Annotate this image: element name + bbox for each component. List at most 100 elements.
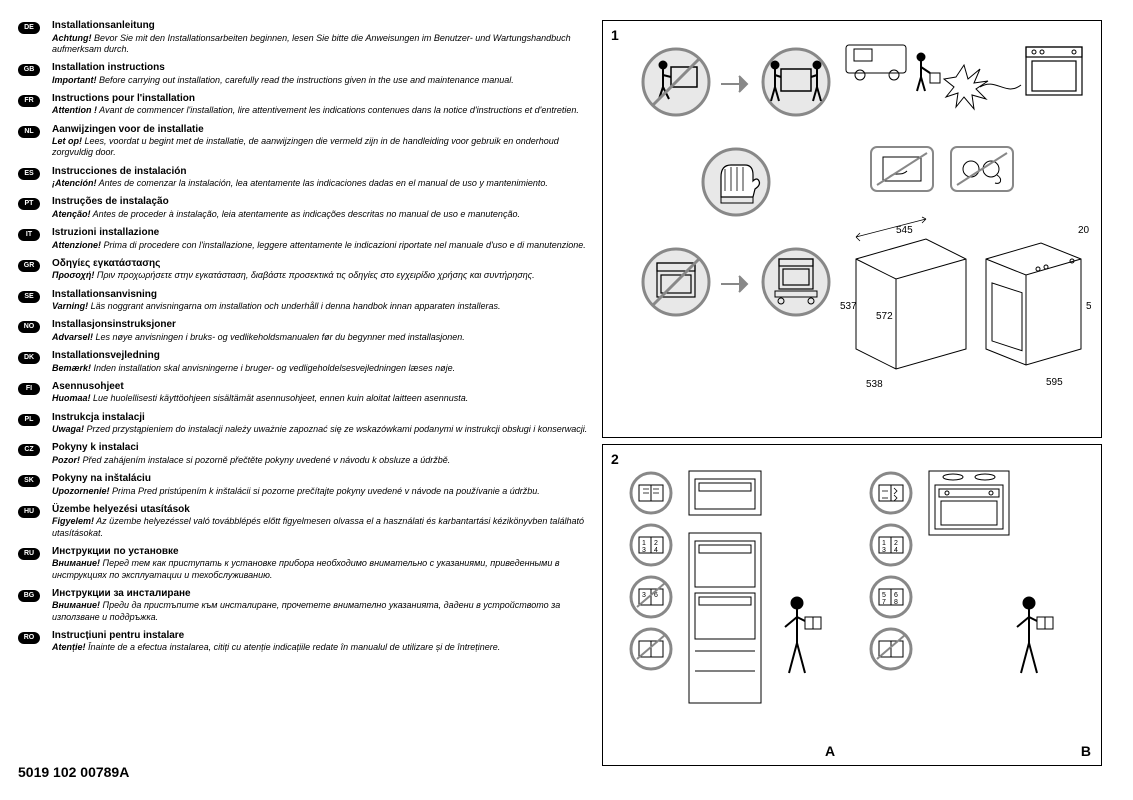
dim-w-front: 545 xyxy=(896,225,913,236)
svg-text:7: 7 xyxy=(882,599,886,606)
lang-item-bg: BGИнструкции за инсталиранеВнимание! Пре… xyxy=(18,588,588,623)
lang-badge: NL xyxy=(18,126,40,138)
lang-item-ru: RUИнструкции по установкеВнимание! Перед… xyxy=(18,546,588,581)
lang-item-no: NO InstallasjonsinstruksjonerAdvarsel! Le… xyxy=(18,319,588,343)
lang-item-dk: DK InstallationsvejledningBemærk! Inden i… xyxy=(18,350,588,374)
lang-badge: DK xyxy=(18,352,40,364)
lang-body: Bemærk! Inden installation skal anvisnin… xyxy=(52,363,455,374)
lang-item-hu: HU Üzembe helyezési utasításokFigyelem! A… xyxy=(18,504,588,539)
lang-body: Let op! Lees, voordat u begint met de in… xyxy=(52,136,588,159)
lang-item-sk: SKPokyny na inštaláciuUpozornenie! Prima… xyxy=(18,473,588,497)
lang-item-cz: CZ Pokyny k instalaciPozor! Před zahájení… xyxy=(18,442,588,466)
lang-text: Pokyny k instalaciPozor! Před zahájením … xyxy=(52,442,450,466)
lang-title: Installationsanvisning xyxy=(52,289,500,302)
lang-item-de: DE InstallationsanleitungAchtung! Bevor S… xyxy=(18,20,588,55)
lang-item-nl: NL Aanwijzingen voor de installatieLet op… xyxy=(18,124,588,159)
diagram-panel-2: 2 A B 1 2 3 4 xyxy=(602,444,1102,766)
lang-text: Instructions pour l'installationAttentio… xyxy=(52,93,579,117)
lang-body: Figyelem! Az üzembe helyezéssel való tov… xyxy=(52,516,588,539)
lang-text: Istruzioni installazioneAttenzione! Prim… xyxy=(52,227,586,251)
lang-title: Instrucțiuni pentru instalare xyxy=(52,630,500,643)
lang-text: InstallasjonsinstruksjonerAdvarsel! Les … xyxy=(52,319,465,343)
lang-badge: SE xyxy=(18,291,40,303)
lang-body: Внимание! Перед тем как приступать к уст… xyxy=(52,558,588,581)
document-number: 5019 102 00789A xyxy=(18,764,588,780)
lang-title: Installation instructions xyxy=(52,62,514,75)
lang-title: Инструкции по установке xyxy=(52,546,588,559)
lang-body: Προσοχή! Πριν προχωρήσετε στην εγκατάστα… xyxy=(52,270,535,281)
lang-badge: FR xyxy=(18,95,40,107)
lang-title: Pokyny na inštaláciu xyxy=(52,473,540,486)
lang-title: Installationsvejledning xyxy=(52,350,455,363)
svg-text:4: 4 xyxy=(894,547,898,554)
lang-badge: DE xyxy=(18,22,40,34)
svg-text:1: 1 xyxy=(882,540,886,547)
lang-title: Üzembe helyezési utasítások xyxy=(52,504,588,517)
dim-w-bottom-r: 595 xyxy=(1046,377,1063,388)
lang-item-pt: PT Instruções de instalaçãoAtenção! Antes… xyxy=(18,196,588,220)
lang-text: Instrukcja instalacjiUwaga! Przed przyst… xyxy=(52,412,587,436)
lang-item-fr: FR Instructions pour l'installationAttent… xyxy=(18,93,588,117)
svg-text:4: 4 xyxy=(654,547,658,554)
lang-badge: IT xyxy=(18,229,40,241)
lang-text: Instrucțiuni pentru instalareAtenție! În… xyxy=(52,630,500,654)
dim-d-top: 20 xyxy=(1078,225,1090,236)
lang-item-pl: PL Instrukcja instalacjiUwaga! Przed przy… xyxy=(18,412,588,436)
lang-item-se: SE InstallationsanvisningVarning! Läs nog… xyxy=(18,289,588,313)
lang-body: ¡Atención! Antes de comenzar la instalac… xyxy=(52,178,548,189)
lang-body: Upozornenie! Prima Pred pristúpením k in… xyxy=(52,486,540,497)
svg-text:3: 3 xyxy=(882,547,886,554)
lang-badge: RO xyxy=(18,632,40,644)
lang-body: Atenție! Înainte de a efectua instalarea… xyxy=(52,642,500,653)
svg-text:6: 6 xyxy=(894,592,898,599)
lang-item-gb: GB Installation instructionsImportant! Be… xyxy=(18,62,588,86)
lang-body: Pozor! Před zahájením instalace si pozor… xyxy=(52,455,450,466)
lang-body: Advarsel! Les nøye anvisningen i bruks- … xyxy=(52,332,465,343)
label-a: A xyxy=(825,743,835,759)
lang-body: Achtung! Bevor Sie mit den Installations… xyxy=(52,33,588,56)
panel-1-svg: 545 537 572 538 20 595 595 xyxy=(611,29,1091,429)
lang-title: Asennusohjeet xyxy=(52,381,468,394)
dim-h-right: 595 xyxy=(1086,301,1091,312)
lang-badge: HU xyxy=(18,506,40,518)
svg-text:5: 5 xyxy=(882,592,886,599)
lang-body: Uwaga! Przed przystąpieniem do instalacj… xyxy=(52,424,587,435)
lang-item-ro: RO Instrucțiuni pentru instalareAtenție! … xyxy=(18,630,588,654)
panel-1-number: 1 xyxy=(611,27,619,43)
lang-item-it: IT Istruzioni installazioneAttenzione! Pr… xyxy=(18,227,588,251)
lang-badge: GR xyxy=(18,260,40,272)
svg-text:1: 1 xyxy=(642,540,646,547)
lang-title: Installasjonsinstruksjoner xyxy=(52,319,465,332)
language-list: DE InstallationsanleitungAchtung! Bevor S… xyxy=(18,20,588,760)
lang-text: Aanwijzingen voor de installatieLet op! … xyxy=(52,124,588,159)
lang-badge: GB xyxy=(18,64,40,76)
lang-body: Varning! Läs noggrant anvisningarna om i… xyxy=(52,301,500,312)
dim-h-mid: 572 xyxy=(876,311,893,322)
lang-body: Attention ! Avant de commencer l'install… xyxy=(52,105,579,116)
lang-title: Instrucciones de instalación xyxy=(52,166,548,179)
dim-w-bottom-l: 538 xyxy=(866,379,883,390)
lang-badge: NO xyxy=(18,321,40,333)
lang-badge: CZ xyxy=(18,444,40,456)
lang-badge: PL xyxy=(18,414,40,426)
lang-text: InstallationsvejledningBemærk! Inden ins… xyxy=(52,350,455,374)
lang-text: Installation instructionsImportant! Befo… xyxy=(52,62,514,86)
panel-2-number: 2 xyxy=(611,451,619,467)
lang-text: Instruções de instalaçãoAtenção! Antes d… xyxy=(52,196,520,220)
lang-title: Instructions pour l'installation xyxy=(52,93,579,106)
lang-item-gr: GR Οδηγίες εγκατάστασηςΠροσοχή! Πριν προχ… xyxy=(18,258,588,282)
svg-text:3: 3 xyxy=(642,547,646,554)
svg-text:2: 2 xyxy=(894,540,898,547)
lang-item-fi: FIAsennusohjeetHuomaa! Lue huolellisesti… xyxy=(18,381,588,405)
lang-text: Инструкции по установкеВнимание! Перед т… xyxy=(52,546,588,581)
lang-text: InstallationsanleitungAchtung! Bevor Sie… xyxy=(52,20,588,55)
lang-text: Pokyny na inštaláciuUpozornenie! Prima P… xyxy=(52,473,540,497)
lang-title: Οδηγίες εγκατάστασης xyxy=(52,258,535,271)
lang-badge: PT xyxy=(18,198,40,210)
svg-text:2: 2 xyxy=(654,540,658,547)
label-b: B xyxy=(1081,743,1091,759)
lang-text: Instrucciones de instalación¡Atención! A… xyxy=(52,166,548,190)
lang-badge: BG xyxy=(18,590,40,602)
lang-title: Pokyny k instalaci xyxy=(52,442,450,455)
lang-title: Installationsanleitung xyxy=(52,20,588,33)
